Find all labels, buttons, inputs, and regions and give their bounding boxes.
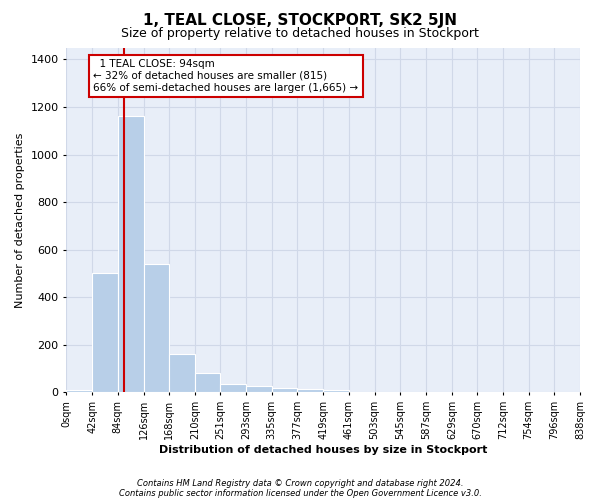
Bar [220, 384, 246, 392]
Text: 1, TEAL CLOSE, STOCKPORT, SK2 5JN: 1, TEAL CLOSE, STOCKPORT, SK2 5JN [143, 12, 457, 28]
Bar [323, 390, 349, 392]
Text: Contains public sector information licensed under the Open Government Licence v3: Contains public sector information licen… [119, 488, 481, 498]
Text: Contains HM Land Registry data © Crown copyright and database right 2024.: Contains HM Land Registry data © Crown c… [137, 478, 463, 488]
Bar [272, 388, 298, 392]
Bar [298, 389, 323, 392]
Text: 1 TEAL CLOSE: 94sqm
← 32% of detached houses are smaller (815)
66% of semi-detac: 1 TEAL CLOSE: 94sqm ← 32% of detached ho… [93, 60, 358, 92]
X-axis label: Distribution of detached houses by size in Stockport: Distribution of detached houses by size … [159, 445, 487, 455]
Bar [143, 264, 169, 392]
Bar [195, 374, 220, 392]
Bar [246, 386, 272, 392]
Text: Size of property relative to detached houses in Stockport: Size of property relative to detached ho… [121, 28, 479, 40]
Y-axis label: Number of detached properties: Number of detached properties [15, 132, 25, 308]
Bar [118, 116, 143, 392]
Bar [67, 390, 92, 392]
Bar [92, 274, 118, 392]
Bar [169, 354, 195, 393]
